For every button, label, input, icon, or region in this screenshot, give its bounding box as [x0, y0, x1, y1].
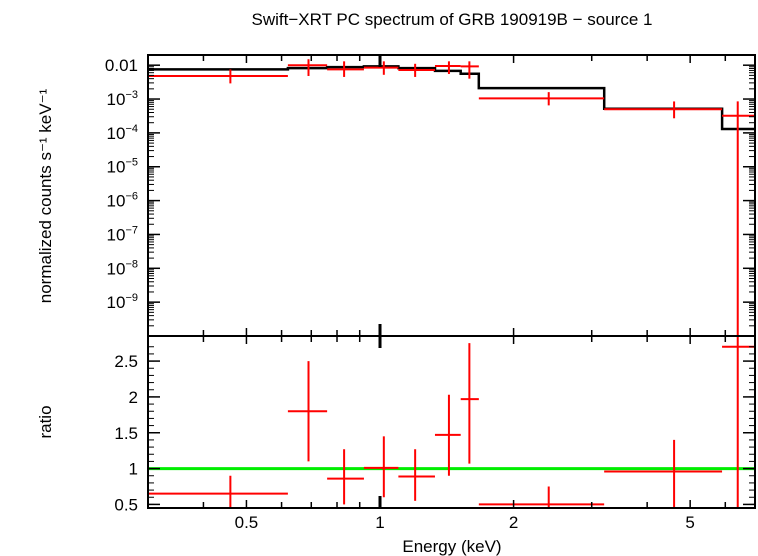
ratio-data-point-7	[460, 343, 479, 464]
spectrum-y-tick-label-1: 0.01	[105, 56, 138, 75]
spectrum-data-point-8	[478, 92, 605, 106]
ratio-y-tick-label-2: 1	[129, 460, 138, 479]
ratio-y-tick-label-5: 2.5	[114, 352, 138, 371]
x-tick-label-3: 2	[509, 513, 518, 532]
chart-title: Swift−XRT PC spectrum of GRB 190919B − s…	[252, 10, 653, 29]
spectrum-y-axis-label: normalized counts s⁻¹ keV⁻¹	[36, 88, 55, 303]
spectrum-data-point-1	[148, 69, 288, 84]
ratio-data-point-1	[148, 475, 288, 508]
spectrum-data-point-9	[604, 101, 723, 119]
spectrum-data-point-4	[363, 61, 399, 75]
x-tick-label-2: 1	[375, 513, 384, 532]
spectrum-data-point-2	[287, 59, 328, 76]
ratio-data-point-3	[327, 449, 364, 505]
spectrum-y-tick-labels: 0.01 10−3 10−4 10−5 10−6 10−7 10−8 10−9	[105, 56, 138, 312]
ratio-data-point-5	[398, 449, 435, 501]
spectrum-data-points	[148, 59, 755, 336]
ratio-data-point-9	[604, 439, 723, 508]
spectrum-data-point-7	[460, 61, 479, 79]
x-tick-labels: 0.5 1 2 5	[235, 513, 695, 532]
spectrum-data-point-10	[722, 101, 755, 336]
spectrum-frame	[147, 54, 756, 337]
ratio-y-tick-label-3: 1.5	[114, 424, 138, 443]
x-axis-label: Energy (keV)	[402, 537, 501, 556]
spectrum-data-point-3	[327, 61, 364, 77]
x-tick-label-1: 0.5	[235, 513, 259, 532]
x-tick-label-4: 5	[685, 513, 694, 532]
ratio-frame	[147, 335, 756, 509]
ratio-y-tick-label-1: 0.5	[114, 495, 138, 514]
ratio-y-tick-label-4: 2	[129, 388, 138, 407]
spectrum-y-tick-label-4: 10−5	[107, 157, 138, 177]
spectrum-panel: 0.01 10−3 10−4 10−5 10−6 10−7 10−8 10−9 normali…	[36, 54, 756, 337]
ratio-data-points	[148, 336, 755, 508]
spectrum-y-tick-label-3: 10−4	[107, 123, 138, 143]
spectrum-y-tick-label-8: 10−9	[107, 292, 138, 312]
ratio-y-axis-label: ratio	[36, 405, 55, 438]
model-step-line	[148, 65, 755, 131]
spectrum-model-steps	[148, 65, 755, 131]
ratio-data-point-8	[478, 486, 605, 508]
spectrum-y-tick-label-6: 10−7	[107, 224, 138, 244]
ratio-y-tick-labels: 0.5 1 1.5 2 2.5	[114, 352, 138, 514]
ratio-data-point-2	[287, 361, 328, 462]
spectrum-y-tick-label-7: 10−8	[107, 258, 138, 278]
ratio-panel: 0.5 1 1.5 2 2.5 0.5 1 2 5 ratio Energy (keV)	[36, 335, 756, 556]
spectrum-data-point-6	[434, 61, 461, 74]
spectrum-data-point-5	[398, 63, 435, 77]
ratio-data-point-4	[363, 436, 399, 498]
spectrum-y-tick-label-2: 10−3	[107, 89, 138, 109]
spectrum-y-tick-label-5: 10−6	[107, 191, 138, 211]
ratio-data-point-6	[434, 394, 461, 476]
spectrum-axis-ticks	[147, 54, 756, 336]
ratio-axis-ticks	[147, 336, 756, 508]
